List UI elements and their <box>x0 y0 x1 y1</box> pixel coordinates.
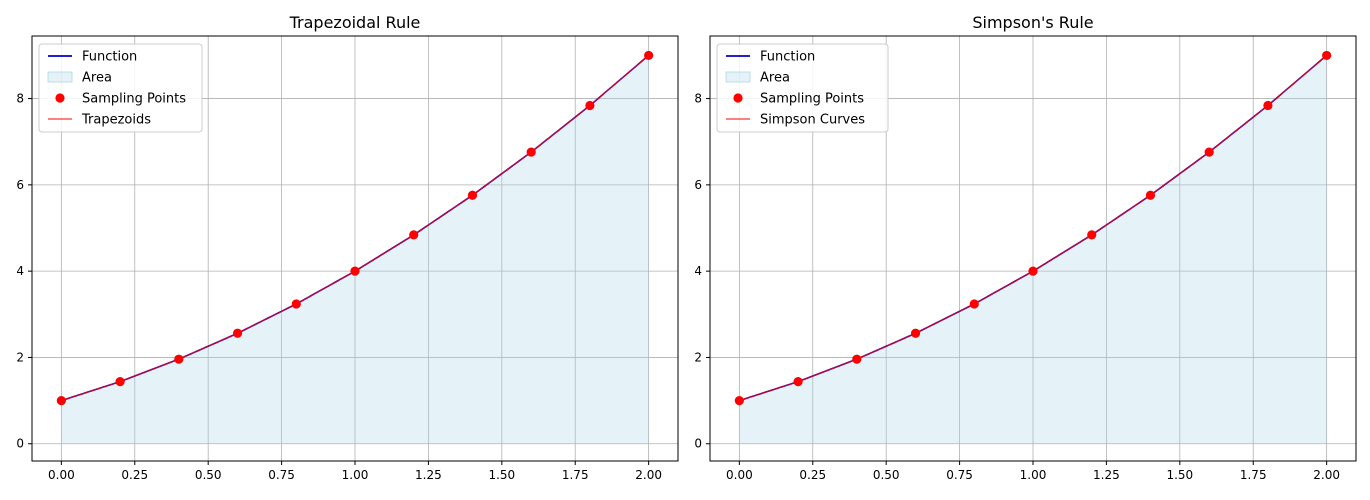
trapezoidal-chart: Trapezoidal Rule 0.00 0.25 0.50 0.75 1.00 1.25… <box>16 13 679 482</box>
x-tick-label: 1.50 <box>488 468 515 482</box>
sampling-point <box>969 299 979 309</box>
x-tick-label: 0.50 <box>195 468 222 482</box>
x-tick-label: 0.25 <box>799 468 826 482</box>
x-tick-label: 0.00 <box>726 468 753 482</box>
legend-swatch-area <box>47 71 73 83</box>
x-tick-label: 1.50 <box>1166 468 1193 482</box>
sampling-point <box>526 147 536 157</box>
sampling-point <box>232 328 243 338</box>
y-tick-label: 2 <box>694 350 702 364</box>
sampling-point <box>291 299 301 309</box>
sampling-point <box>174 354 184 364</box>
legend-label: Area <box>82 71 112 86</box>
legend-box <box>38 43 203 133</box>
sampling-point <box>644 50 654 61</box>
x-tick-label: 0.75 <box>268 468 295 482</box>
chart-title: Trapezoidal Rule <box>289 13 421 32</box>
legend-label: Sampling Points <box>760 92 864 107</box>
sampling-point <box>350 266 360 276</box>
x-tick-label: 1.00 <box>1020 468 1047 482</box>
y-tick-label: 2 <box>16 350 24 364</box>
x-tick-label: 1.75 <box>562 468 589 482</box>
sampling-point <box>1263 100 1273 111</box>
sampling-point <box>1322 50 1332 61</box>
x-tick-label: 0.50 <box>873 468 900 482</box>
legend-label: Simpson Curves <box>760 113 865 128</box>
sampling-point <box>1145 190 1156 200</box>
legend: Function Area Sampling Points Trapezoids <box>38 43 203 133</box>
x-tick-label: 2.00 <box>1313 468 1340 482</box>
legend-label: Area <box>760 71 790 86</box>
sampling-point <box>1028 266 1038 276</box>
sampling-point <box>852 354 862 364</box>
legend-label: Function <box>82 50 137 65</box>
y-tick-label: 6 <box>16 178 24 192</box>
sampling-point <box>793 377 803 387</box>
sampling-point <box>409 230 419 240</box>
chart-title: Simpson's Rule <box>972 13 1093 32</box>
legend-box <box>716 43 889 133</box>
simpson-chart: Simpson's Rule 0.00 0.25 0.50 0.75 1.00 1.25 1.… <box>694 13 1357 482</box>
sampling-point <box>910 328 921 338</box>
x-tick-label: 1.25 <box>1093 468 1120 482</box>
legend-label: Trapezoids <box>81 113 151 128</box>
y-tick-label: 8 <box>694 92 702 106</box>
y-tick-label: 0 <box>16 437 24 451</box>
y-tick-label: 0 <box>694 437 702 451</box>
y-tick-label: 8 <box>16 92 24 106</box>
x-tick-label: 1.00 <box>342 468 369 482</box>
y-tick-label: 4 <box>16 264 24 278</box>
x-tick-label: 1.25 <box>415 468 442 482</box>
sampling-point <box>1204 147 1214 157</box>
x-tick-label: 2.00 <box>635 468 662 482</box>
x-tick-label: 1.75 <box>1240 468 1267 482</box>
y-tick-label: 6 <box>694 178 702 192</box>
sampling-point <box>1087 230 1097 240</box>
sampling-point <box>734 395 744 406</box>
legend-swatch-points <box>733 93 743 103</box>
x-tick-label: 0.00 <box>48 468 75 482</box>
sampling-point <box>56 395 66 406</box>
y-tick-label: 4 <box>694 264 702 278</box>
legend-swatch-points <box>55 93 65 103</box>
legend-label: Sampling Points <box>82 92 186 107</box>
sampling-point <box>467 190 478 200</box>
legend: Function Area Sampling Points Simpson Curve… <box>716 43 889 133</box>
sampling-point <box>115 377 125 387</box>
legend-label: Function <box>760 50 815 65</box>
sampling-point <box>585 100 595 111</box>
x-tick-label: 0.25 <box>121 468 148 482</box>
legend-swatch-area <box>725 71 751 83</box>
x-tick-label: 0.75 <box>946 468 973 482</box>
